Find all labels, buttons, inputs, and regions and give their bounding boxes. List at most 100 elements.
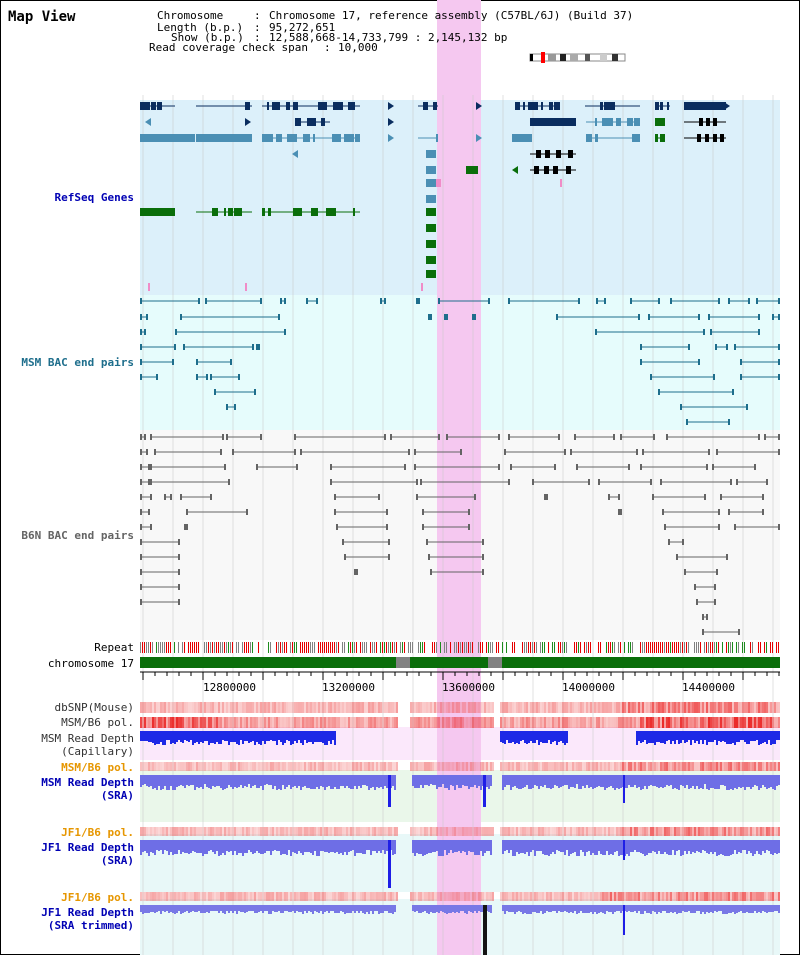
polymorphism-segment (162, 892, 164, 901)
read-depth-bar (688, 731, 690, 740)
polymorphism-segment (488, 762, 490, 771)
polymorphism-segment (630, 892, 632, 901)
bac-end-marker (778, 524, 780, 530)
repeat-element (408, 642, 409, 653)
read-depth-bar (742, 905, 744, 913)
polymorphism-segment (756, 702, 758, 713)
polymorphism-segment (420, 762, 422, 771)
polymorphism-segment (490, 762, 492, 771)
bac-end-marker (256, 344, 258, 350)
read-depth-bar (174, 775, 176, 790)
read-depth-bar (488, 905, 490, 912)
read-depth-bar (422, 840, 424, 856)
read-depth-bar (366, 905, 368, 912)
read-depth-bar (758, 731, 760, 745)
read-depth-bar (694, 840, 696, 853)
bac-end-marker (604, 298, 606, 304)
polymorphism-segment (610, 702, 612, 713)
chromosome-gap (396, 657, 410, 668)
read-depth-bar (554, 731, 556, 741)
read-depth-bar (720, 731, 722, 742)
polymorphism-segment (746, 702, 748, 713)
read-depth-bar (662, 731, 664, 743)
polymorphism-segment (384, 717, 386, 728)
read-depth-bar (150, 731, 152, 742)
polymorphism-segment (656, 702, 658, 713)
polymorphism-segment (644, 717, 646, 728)
read-depth-bar (608, 775, 610, 787)
read-depth-bar (604, 775, 606, 790)
polymorphism-segment (440, 762, 442, 771)
read-depth-bar (502, 840, 504, 854)
polymorphism-segment (238, 717, 240, 728)
read-depth-bar (264, 840, 266, 853)
polymorphism-segment (254, 892, 256, 901)
read-depth-bar (550, 775, 552, 789)
polymorphism-segment (772, 827, 774, 836)
read-depth-bar (200, 905, 202, 913)
polymorphism-segment (592, 762, 594, 771)
polymorphism-segment (278, 892, 280, 901)
polymorphism-segment (724, 702, 726, 713)
polymorphism-segment (610, 717, 612, 728)
read-depth-bar (302, 775, 304, 787)
polymorphism-segment (172, 717, 174, 728)
polymorphism-segment (738, 702, 740, 713)
polymorphism-segment (666, 827, 668, 836)
repeat-element (158, 642, 159, 653)
polymorphism-segment (378, 762, 380, 771)
polymorphism-segment (184, 892, 186, 901)
polymorphism-segment (426, 827, 428, 836)
polymorphism-segment (544, 892, 546, 901)
polymorphism-segment (236, 762, 238, 771)
polymorphism-segment (592, 892, 594, 901)
polymorphism-segment (584, 827, 586, 836)
polymorphism-segment (556, 892, 558, 901)
polymorphism-segment (338, 702, 340, 713)
polymorphism-segment (570, 702, 572, 713)
read-depth-bar (766, 905, 768, 913)
polymorphism-segment (244, 717, 246, 728)
repeat-element (270, 642, 271, 653)
polymorphism-segment (722, 827, 724, 836)
read-depth-bar (588, 905, 590, 913)
gene-exon (667, 102, 669, 110)
polymorphism-segment (386, 702, 388, 713)
read-depth-bar (566, 775, 568, 785)
polymorphism-segment (380, 702, 382, 713)
read-depth-bar (602, 905, 604, 913)
read-depth-bar (546, 775, 548, 788)
polymorphism-segment (422, 827, 424, 836)
polymorphism-segment (484, 702, 486, 713)
polymorphism-segment (470, 702, 472, 713)
read-depth-bar (514, 775, 516, 786)
polymorphism-segment (346, 717, 348, 728)
read-depth-bar (684, 905, 686, 912)
read-depth-bar (414, 840, 416, 856)
polymorphism-segment (370, 717, 372, 728)
repeat-element (160, 642, 161, 653)
polymorphism-segment (334, 827, 336, 836)
polymorphism-segment (480, 702, 482, 713)
polymorphism-segment (340, 717, 342, 728)
bac-end-marker (334, 509, 336, 515)
polymorphism-segment (740, 762, 742, 771)
polymorphism-segment (644, 702, 646, 713)
polymorphism-segment (150, 827, 152, 836)
polymorphism-segment (626, 717, 628, 728)
polymorphism-segment (276, 702, 278, 713)
polymorphism-segment (550, 702, 552, 713)
read-depth-bar (518, 775, 520, 789)
read-depth-bar (392, 775, 394, 786)
polymorphism-segment (534, 702, 536, 713)
read-depth-bar (336, 840, 338, 852)
polymorphism-segment (764, 762, 766, 771)
repeat-element (584, 642, 585, 653)
read-depth-bar (696, 731, 698, 741)
read-depth-bar (572, 905, 574, 913)
polymorphism-segment (238, 892, 240, 901)
polymorphism-segment (422, 702, 424, 713)
read-depth-bar (530, 731, 532, 741)
polymorphism-segment (334, 892, 336, 901)
